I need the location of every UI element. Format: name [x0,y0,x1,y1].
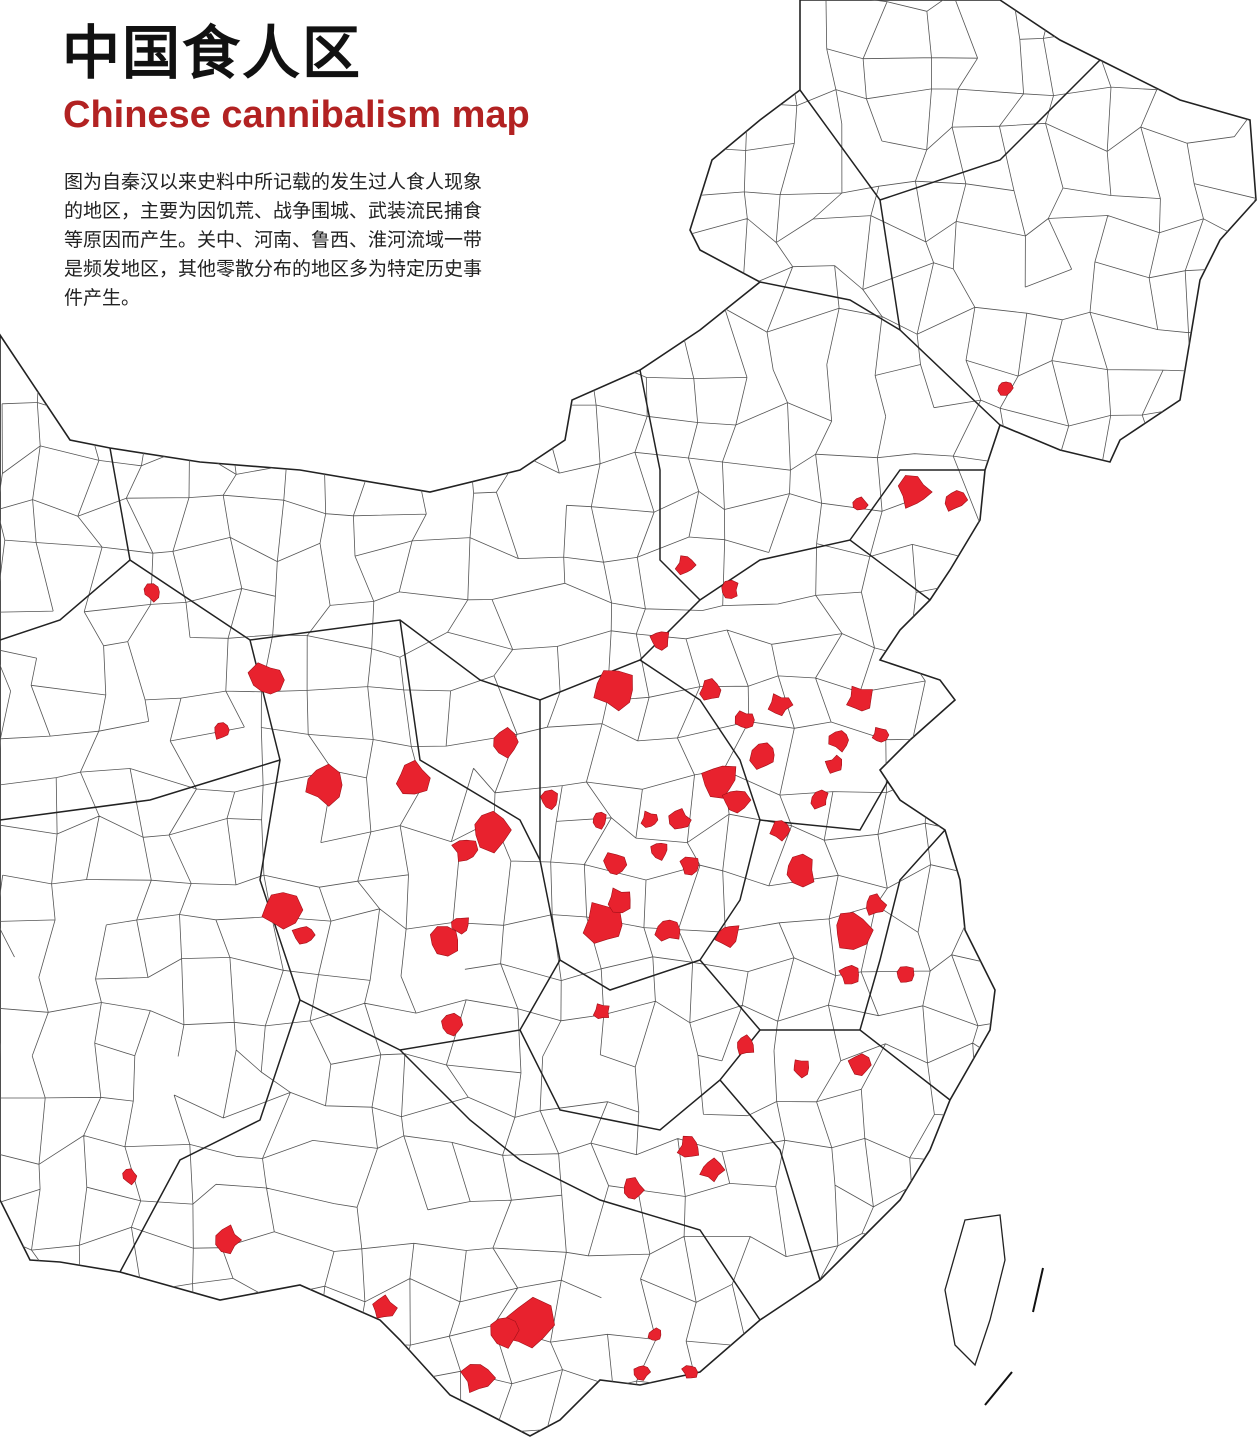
hotspot [647,1327,662,1341]
hotspot [633,1365,651,1381]
hotspot [261,892,304,930]
subtitle: Chinese cannibalism map [63,94,530,136]
hotspot [607,887,631,914]
hotspot [654,919,681,942]
province-lines [0,59,1101,1321]
hotspot [897,475,933,509]
hotspot [824,754,842,774]
hotspot [215,1224,243,1255]
hotspot [668,808,692,830]
hotspot [699,1157,726,1183]
hotspot [699,678,722,701]
hotspot [793,1059,810,1079]
title: 中国食人区 [62,19,363,87]
hotspot [441,1012,464,1037]
hotspot [592,1003,610,1020]
hotspot [291,926,316,945]
hotspot [767,693,794,717]
hotspot [846,685,873,712]
hotspot [305,763,343,807]
hotspot [676,1135,700,1158]
hotspot [674,555,697,576]
hotspot [623,1177,645,1200]
hotspot [122,1168,138,1186]
hotspot [866,893,888,916]
hotspot [640,810,659,828]
hotspot [852,496,869,511]
hotspot [769,820,791,842]
hotspot [836,912,874,950]
hotspot [451,839,479,862]
hotspot [143,583,160,603]
hotspots [122,381,1014,1394]
hotspot [592,811,607,830]
hotspot [474,810,512,854]
hotspot [460,1364,497,1394]
hotspot [603,852,628,876]
hotspot [847,1053,872,1077]
boundary-dash [1032,1267,1044,1313]
hotspot [540,789,558,810]
hotspot [737,1034,755,1055]
hotspot [810,789,829,810]
hotspot [593,670,633,712]
hotspot [650,842,668,861]
hotspot [681,1365,699,1379]
hotspot [786,853,815,888]
taiwan [944,1214,1006,1367]
hotspot [247,662,285,695]
description-line: 件产生。 [64,287,141,309]
hotspot [490,1317,520,1349]
hotspot [838,964,859,985]
hotspot [395,759,431,795]
hotspot [679,856,699,876]
boundary-dash [984,1371,1013,1406]
hotspot [896,966,915,983]
hotspot [429,926,458,957]
hotspot [749,742,775,770]
hotspot [214,722,230,740]
hotspot [451,917,469,935]
hotspot [997,381,1014,396]
description-line: 等原因而产生。关中、河南、鲁西、淮河流域一带 [64,229,483,251]
description-line: 图为自秦汉以来史料中所记载的发生过人食人现象 [64,171,483,193]
description: 图为自秦汉以来史料中所记载的发生过人食人现象 的地区，主要为因饥荒、战争围城、武装… [64,168,604,313]
hotspot [493,727,519,759]
hotspot [734,710,755,729]
hotspot [871,727,890,743]
hotspot [714,925,740,948]
hotspot [944,490,969,512]
description-line: 是频发地区，其他零散分布的地区多为特定历史事 [64,258,483,280]
hotspot [721,579,739,599]
hotspot [828,730,849,753]
hotspot [372,1294,398,1319]
description-line: 的地区，主要为因饥荒、战争围城、武装流民捕食 [64,200,483,222]
hotspot [721,790,752,814]
hotspot [649,631,670,651]
